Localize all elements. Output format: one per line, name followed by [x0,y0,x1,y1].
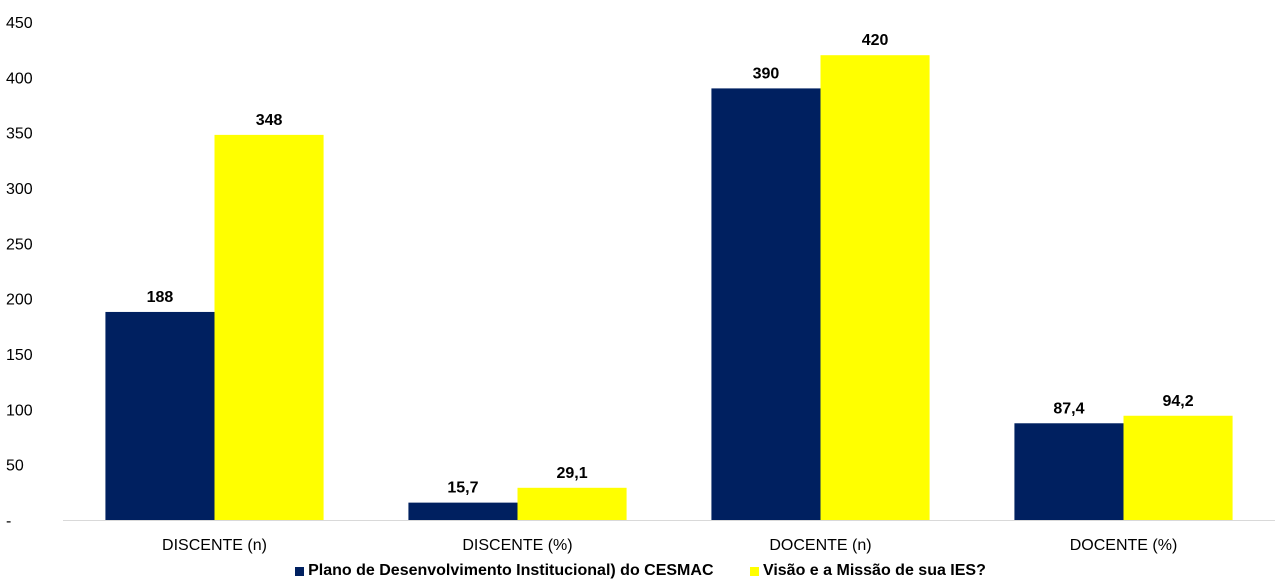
y-axis: - 50 100 150 200 250 300 350 400 450 [6,15,33,530]
x-axis: DISCENTE (n) DISCENTE (%) DOCENTE (n) DOCEN… [63,520,1275,554]
legend-item-series-2: Visão e a Missão de sua IES? [749,562,986,580]
x-tick-label: DOCENTE (%) [1070,537,1178,554]
y-tick-label: 450 [6,15,33,32]
y-tick-label: - [6,513,11,530]
bar-series-1 [1014,423,1124,520]
bar-series-1 [105,311,215,520]
y-tick-label: 350 [6,126,33,143]
data-label-series-1: 188 [147,289,174,306]
y-tick-label: 300 [6,181,33,198]
x-tick-label: DISCENTE (n) [162,537,267,554]
legend: Plano de Desenvolvimento Institucional) … [0,562,1281,581]
data-label-series-1: 390 [753,65,780,82]
data-label-series-2: 348 [256,112,283,129]
x-tick-label: DOCENTE (n) [769,537,871,554]
y-tick-label: 400 [6,70,33,87]
y-tick-label: 50 [6,458,24,475]
y-tick-label: 250 [6,236,33,253]
y-tick-label: 200 [6,292,33,309]
data-label-series-2: 94,2 [1162,393,1193,410]
y-tick-label: 100 [6,402,33,419]
data-labels: 188 348 15,7 29,1 390 420 87,4 94,2 [147,32,1194,496]
bar-series-1 [408,502,518,520]
data-label-series-1: 87,4 [1053,400,1084,417]
bar-series-2 [1123,415,1233,520]
bar-series-2 [517,487,627,520]
bar-series-2 [820,55,930,520]
legend-item-series-1: Plano de Desenvolvimento Institucional) … [295,562,714,580]
bar-series-1 [711,88,821,521]
x-tick-label: DISCENTE (%) [462,537,572,554]
data-label-series-2: 29,1 [556,465,587,482]
bars [105,55,1233,521]
y-tick-label: 150 [6,347,33,364]
legend-label-series-1: Plano de Desenvolvimento Institucional) … [308,562,714,579]
bar-series-2 [214,134,324,520]
legend-swatch-series-2 [749,566,759,576]
data-label-series-2: 420 [862,32,889,49]
legend-label-series-2: Visão e a Missão de sua IES? [762,562,986,579]
legend-swatch-series-1 [295,566,305,576]
data-label-series-1: 15,7 [447,480,478,497]
